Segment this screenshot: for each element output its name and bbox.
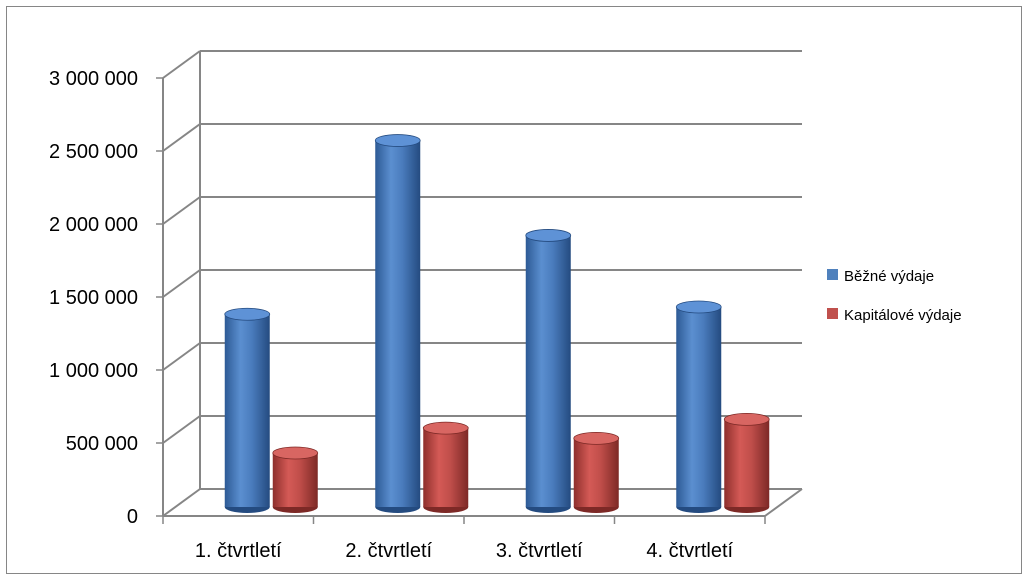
chart-frame <box>6 6 1022 574</box>
x-tick-label: 2. čtvrtletí <box>345 540 432 562</box>
bar-body <box>423 428 469 507</box>
y-tick-label: 2 000 000 <box>49 214 138 236</box>
bar-body <box>676 306 722 507</box>
bar <box>224 307 271 513</box>
bar <box>374 134 421 513</box>
x-tick-label: 1. čtvrtletí <box>195 540 282 562</box>
bar <box>573 431 620 513</box>
bar-body <box>224 314 270 507</box>
bar-top <box>525 229 572 242</box>
bar-top <box>675 300 722 314</box>
legend-swatch <box>827 269 838 280</box>
bar-body <box>573 438 619 507</box>
gridline-side <box>162 123 201 152</box>
bar-top <box>723 412 770 426</box>
bar-body <box>724 419 770 507</box>
gridline-side <box>162 196 201 225</box>
gridline-side <box>162 415 201 444</box>
bars <box>224 134 770 513</box>
bar-body <box>272 452 318 507</box>
x-tick-labels: 1. čtvrtletí 2. čtvrtletí 3. čtvrtletí 4. č… <box>195 540 734 562</box>
y-tick-label: 0 <box>127 506 138 528</box>
bar-body <box>375 140 421 508</box>
y-tick-label: 2 500 000 <box>49 141 138 163</box>
gridline-side <box>162 50 201 79</box>
legend-label: Kapitálové výdaje <box>844 307 962 324</box>
x-tick-label: 4. čtvrtletí <box>646 540 733 562</box>
gridline-side <box>162 269 201 298</box>
y-tick-label: 1 000 000 <box>49 360 138 382</box>
y-tick-label: 3 000 000 <box>49 68 138 90</box>
gridline-side <box>162 342 201 371</box>
bar <box>723 412 770 513</box>
bar-body <box>525 235 571 507</box>
y-tick-label: 1 500 000 <box>49 287 138 309</box>
legend-label: Běžné výdaje <box>844 268 934 285</box>
floor-right-edge <box>764 488 803 517</box>
bar <box>525 229 572 513</box>
y-tick-labels: 0 500 000 1 000 000 1 500 000 2 000 000 2 500… <box>49 68 138 528</box>
bar <box>675 300 722 513</box>
bar <box>272 446 319 513</box>
bar-top <box>224 307 271 321</box>
y-tick-label: 500 000 <box>66 433 138 455</box>
legend: Běžné výdaje Kapitálové výdaje <box>827 268 962 324</box>
bar <box>422 421 469 513</box>
bar-top <box>573 431 620 445</box>
gridline-side <box>162 488 201 517</box>
bar-top <box>422 421 469 435</box>
x-tick-label: 3. čtvrtletí <box>496 540 583 562</box>
bar-top <box>272 446 319 460</box>
legend-swatch <box>827 308 838 319</box>
bar-top <box>374 134 421 147</box>
